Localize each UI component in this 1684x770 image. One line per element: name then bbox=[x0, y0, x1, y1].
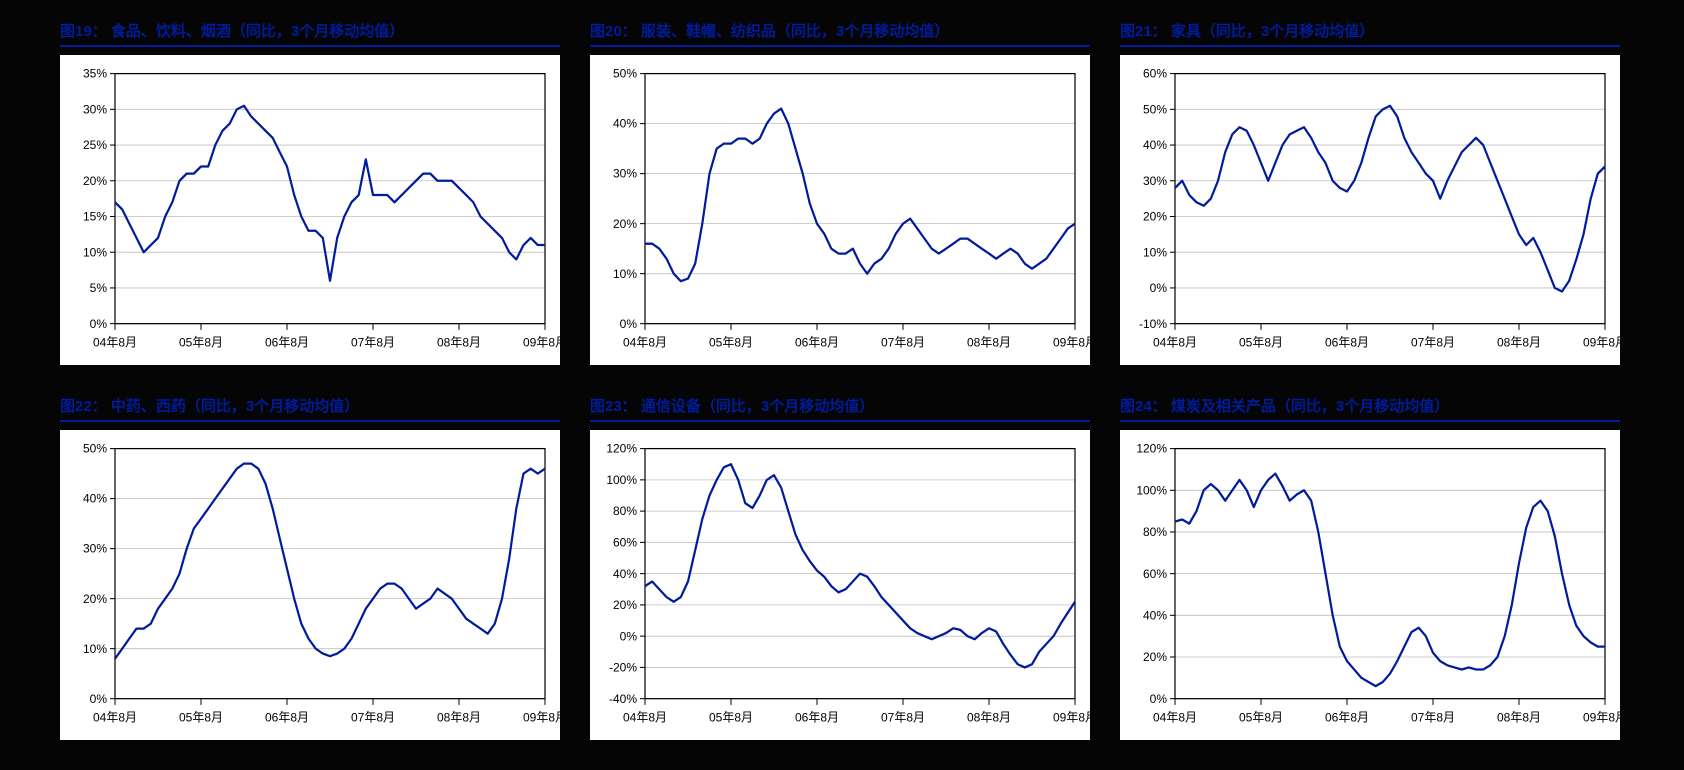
svg-text:09年8月: 09年8月 bbox=[523, 710, 560, 724]
svg-text:07年8月: 07年8月 bbox=[351, 710, 395, 724]
svg-text:04年8月: 04年8月 bbox=[93, 710, 137, 724]
svg-text:08年8月: 08年8月 bbox=[967, 710, 1011, 724]
svg-text:06年8月: 06年8月 bbox=[795, 710, 839, 724]
chart-box-20: 0% 10% 20% 30% 40% 50% 04年8月 05年8月 06年8月 07年8月 08年… bbox=[590, 55, 1090, 365]
svg-text:06年8月: 06年8月 bbox=[795, 335, 839, 349]
svg-text:05年8月: 05年8月 bbox=[1239, 335, 1283, 349]
svg-text:60%: 60% bbox=[1143, 67, 1167, 81]
svg-text:06年8月: 06年8月 bbox=[1325, 335, 1369, 349]
svg-text:0%: 0% bbox=[620, 317, 637, 331]
svg-text:60%: 60% bbox=[1143, 567, 1167, 581]
panel-19: 图19： 食品、饮料、烟酒（同比，3个月移动均值） 0% 5% 10% 15% 20% 2… bbox=[60, 20, 560, 365]
panel-23: 图23： 通信设备（同比，3个月移动均值） -40% -20% 0% 20% 40% 60… bbox=[590, 395, 1090, 740]
svg-text:05年8月: 05年8月 bbox=[709, 710, 753, 724]
svg-text:10%: 10% bbox=[1143, 245, 1167, 259]
svg-text:0%: 0% bbox=[1150, 281, 1167, 295]
svg-text:-10%: -10% bbox=[1139, 317, 1167, 331]
svg-text:50%: 50% bbox=[83, 442, 107, 456]
panel-title-21: 图21： 家具（同比，3个月移动均值） bbox=[1120, 20, 1620, 47]
svg-text:05年8月: 05年8月 bbox=[179, 335, 223, 349]
svg-text:04年8月: 04年8月 bbox=[1153, 710, 1197, 724]
svg-text:08年8月: 08年8月 bbox=[1497, 335, 1541, 349]
svg-text:09年8月: 09年8月 bbox=[1583, 710, 1620, 724]
svg-text:0%: 0% bbox=[1150, 692, 1167, 706]
svg-text:10%: 10% bbox=[613, 267, 637, 281]
svg-text:08年8月: 08年8月 bbox=[437, 710, 481, 724]
panel-title-23: 图23： 通信设备（同比，3个月移动均值） bbox=[590, 395, 1090, 422]
svg-text:40%: 40% bbox=[613, 567, 637, 581]
svg-text:09年8月: 09年8月 bbox=[523, 335, 560, 349]
svg-text:40%: 40% bbox=[613, 117, 637, 131]
svg-text:06年8月: 06年8月 bbox=[1325, 710, 1369, 724]
svg-text:40%: 40% bbox=[1143, 138, 1167, 152]
svg-text:0%: 0% bbox=[90, 317, 107, 331]
svg-text:60%: 60% bbox=[613, 535, 637, 549]
panel-title-24: 图24： 煤炭及相关产品（同比，3个月移动均值） bbox=[1120, 395, 1620, 422]
svg-text:50%: 50% bbox=[613, 67, 637, 81]
svg-text:-20%: -20% bbox=[609, 660, 637, 674]
svg-text:120%: 120% bbox=[1136, 442, 1167, 456]
panel-21: 图21： 家具（同比，3个月移动均值） -10% 0% 10% 20% 30% 40% 50… bbox=[1120, 20, 1620, 365]
svg-text:20%: 20% bbox=[613, 598, 637, 612]
svg-text:5%: 5% bbox=[90, 281, 107, 295]
svg-text:20%: 20% bbox=[613, 217, 637, 231]
svg-text:30%: 30% bbox=[1143, 174, 1167, 188]
chart-box-23: -40% -20% 0% 20% 40% 60% 80% 100% 120% 04年8月 05年8月… bbox=[590, 430, 1090, 740]
svg-text:30%: 30% bbox=[83, 102, 107, 116]
svg-text:07年8月: 07年8月 bbox=[1411, 335, 1455, 349]
svg-text:40%: 40% bbox=[83, 492, 107, 506]
svg-text:0%: 0% bbox=[620, 629, 637, 643]
svg-text:100%: 100% bbox=[606, 473, 637, 487]
panel-20: 图20： 服装、鞋帽、纺织品（同比，3个月移动均值） 0% 10% 20% 30% 40… bbox=[590, 20, 1090, 365]
svg-text:09年8月: 09年8月 bbox=[1053, 335, 1090, 349]
svg-text:05年8月: 05年8月 bbox=[1239, 710, 1283, 724]
svg-text:35%: 35% bbox=[83, 67, 107, 81]
svg-text:30%: 30% bbox=[83, 542, 107, 556]
svg-text:07年8月: 07年8月 bbox=[881, 710, 925, 724]
svg-text:08年8月: 08年8月 bbox=[967, 335, 1011, 349]
panel-22: 图22： 中药、西药（同比，3个月移动均值） 0% 10% 20% 30% 40% 50%… bbox=[60, 395, 560, 740]
svg-text:04年8月: 04年8月 bbox=[1153, 335, 1197, 349]
chart-box-19: 0% 5% 10% 15% 20% 25% 30% 35% 04年8月 05年8月 06年8月 07年… bbox=[60, 55, 560, 365]
svg-text:10%: 10% bbox=[83, 245, 107, 259]
svg-text:09年8月: 09年8月 bbox=[1053, 710, 1090, 724]
svg-text:07年8月: 07年8月 bbox=[881, 335, 925, 349]
svg-text:07年8月: 07年8月 bbox=[351, 335, 395, 349]
chart-grid: 图19： 食品、饮料、烟酒（同比，3个月移动均值） 0% 5% 10% 15% 20% 2… bbox=[60, 20, 1620, 740]
svg-text:05年8月: 05年8月 bbox=[709, 335, 753, 349]
svg-text:06年8月: 06年8月 bbox=[265, 710, 309, 724]
svg-text:0%: 0% bbox=[90, 692, 107, 706]
panel-title-22: 图22： 中药、西药（同比，3个月移动均值） bbox=[60, 395, 560, 422]
svg-text:20%: 20% bbox=[1143, 209, 1167, 223]
svg-text:08年8月: 08年8月 bbox=[437, 335, 481, 349]
panel-24: 图24： 煤炭及相关产品（同比，3个月移动均值） 0% 20% 40% 60% 80% 1… bbox=[1120, 395, 1620, 740]
svg-text:15%: 15% bbox=[83, 209, 107, 223]
panel-title-20: 图20： 服装、鞋帽、纺织品（同比，3个月移动均值） bbox=[590, 20, 1090, 47]
svg-text:30%: 30% bbox=[613, 167, 637, 181]
chart-box-22: 0% 10% 20% 30% 40% 50% 04年8月 05年8月 06年8月 07年8月 08年… bbox=[60, 430, 560, 740]
svg-text:20%: 20% bbox=[1143, 650, 1167, 664]
svg-text:05年8月: 05年8月 bbox=[179, 710, 223, 724]
chart-box-21: -10% 0% 10% 20% 30% 40% 50% 60% 04年8月 05年8月 06年8月 0… bbox=[1120, 55, 1620, 365]
svg-text:09年8月: 09年8月 bbox=[1583, 335, 1620, 349]
svg-text:06年8月: 06年8月 bbox=[265, 335, 309, 349]
svg-text:40%: 40% bbox=[1143, 608, 1167, 622]
svg-text:80%: 80% bbox=[1143, 525, 1167, 539]
svg-text:80%: 80% bbox=[613, 504, 637, 518]
chart-box-24: 0% 20% 40% 60% 80% 100% 120% 04年8月 05年8月 06年8月 07年… bbox=[1120, 430, 1620, 740]
svg-text:100%: 100% bbox=[1136, 483, 1167, 497]
svg-text:20%: 20% bbox=[83, 174, 107, 188]
svg-text:04年8月: 04年8月 bbox=[623, 335, 667, 349]
svg-text:120%: 120% bbox=[606, 442, 637, 456]
svg-text:25%: 25% bbox=[83, 138, 107, 152]
panel-title-19: 图19： 食品、饮料、烟酒（同比，3个月移动均值） bbox=[60, 20, 560, 47]
svg-text:-40%: -40% bbox=[609, 692, 637, 706]
svg-text:08年8月: 08年8月 bbox=[1497, 710, 1541, 724]
svg-text:50%: 50% bbox=[1143, 102, 1167, 116]
svg-text:07年8月: 07年8月 bbox=[1411, 710, 1455, 724]
svg-text:20%: 20% bbox=[83, 592, 107, 606]
svg-text:04年8月: 04年8月 bbox=[93, 335, 137, 349]
svg-text:04年8月: 04年8月 bbox=[623, 710, 667, 724]
svg-text:10%: 10% bbox=[83, 642, 107, 656]
